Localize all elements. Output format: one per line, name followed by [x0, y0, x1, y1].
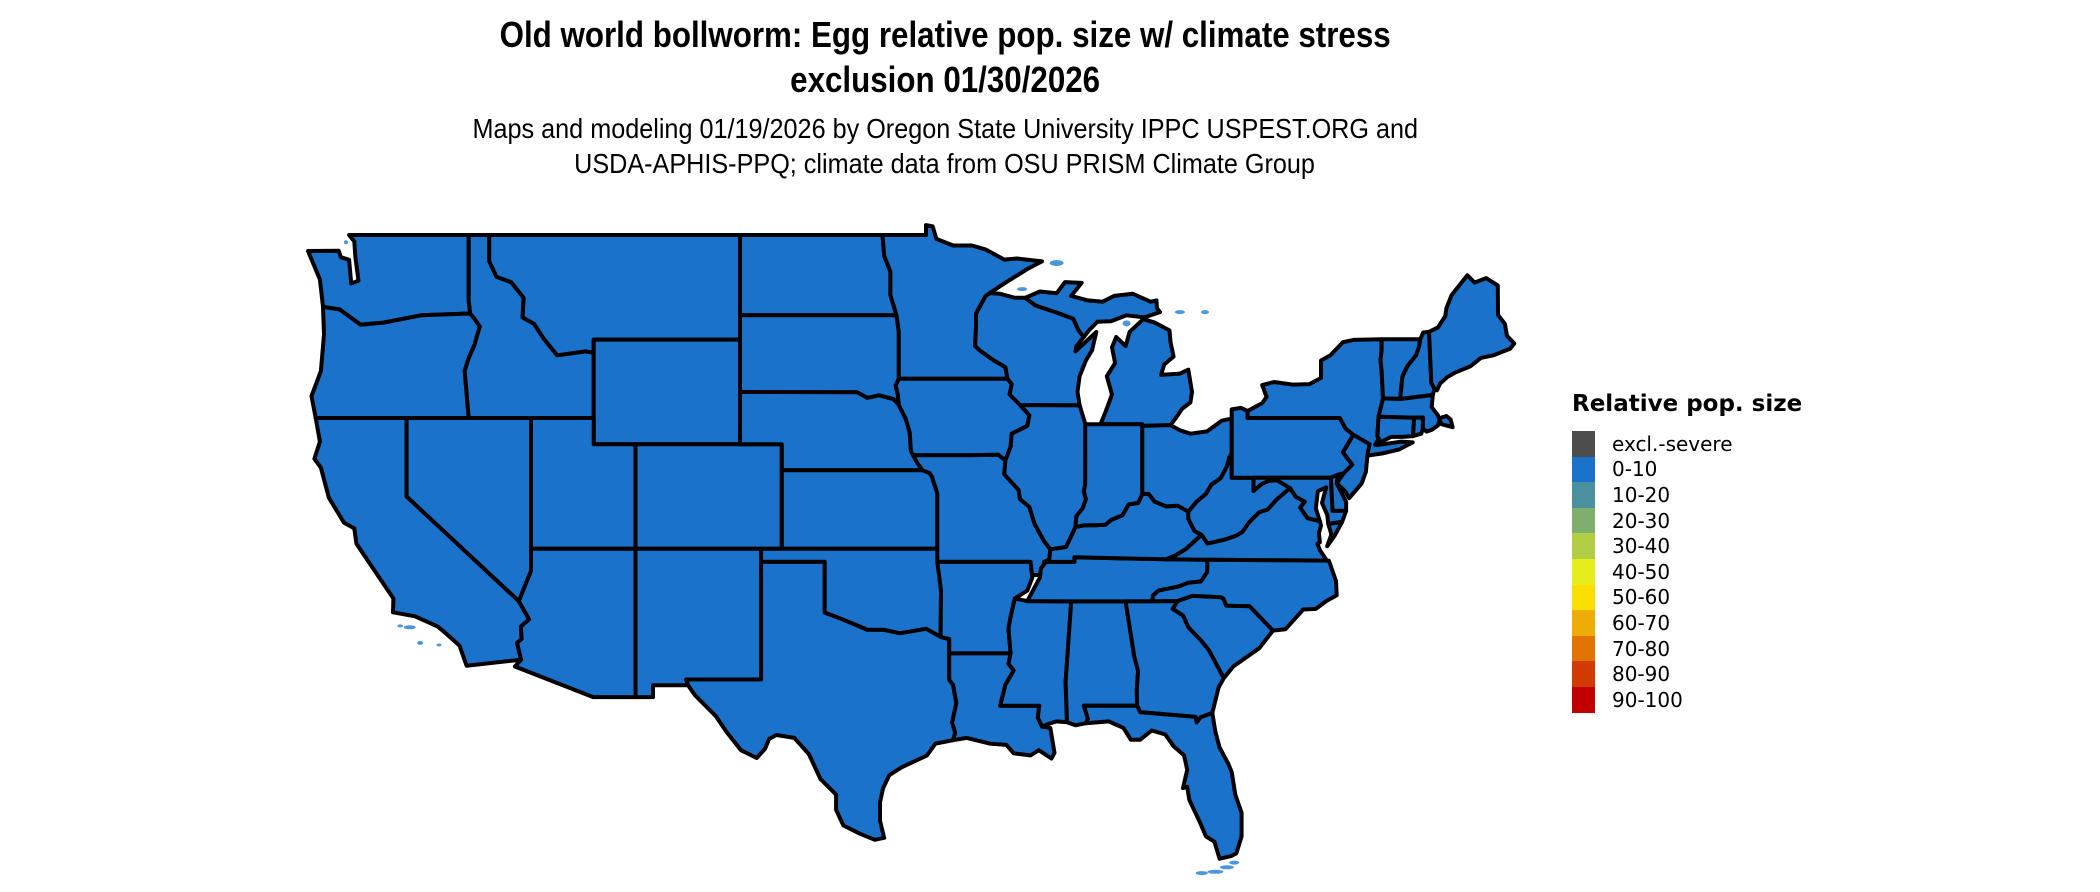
state-ks — [779, 468, 940, 551]
legend-swatch-80-90 — [1572, 661, 1595, 687]
state-co — [633, 442, 784, 551]
water-island-mark — [1017, 287, 1028, 292]
legend-label: 40-50 — [1612, 559, 1671, 584]
state-nm — [633, 546, 764, 700]
state-md — [1251, 475, 1349, 526]
state-or — [309, 304, 482, 420]
legend-label: 20-30 — [1612, 508, 1671, 533]
legend-item-30-40: 30-40 — [1572, 533, 1802, 559]
state-ct — [1373, 414, 1416, 447]
legend-label: 70-80 — [1612, 636, 1671, 661]
legend-label: 90-100 — [1612, 687, 1683, 712]
map-subtitle-line1: Maps and modeling 01/19/2026 by Oregon S… — [472, 113, 1418, 144]
state-nj — [1334, 432, 1372, 501]
state-va — [1163, 486, 1345, 563]
legend-label: excl.-severe — [1612, 431, 1733, 456]
state-ms — [998, 596, 1074, 729]
legend-item-excl.-severe: excl.-severe — [1572, 431, 1802, 457]
legend-swatch-60-70 — [1572, 610, 1595, 636]
legend-label: 10-20 — [1612, 482, 1671, 507]
legend-swatch-20-30 — [1572, 507, 1595, 534]
state-fl — [1081, 703, 1244, 861]
water-island-mark — [417, 640, 424, 645]
legend-swatch-0-10 — [1572, 456, 1595, 483]
water-island-mark — [436, 643, 442, 647]
map-states-layer — [306, 223, 1517, 861]
header: Old world bollworm: Egg relative pop. si… — [290, 12, 1600, 181]
water-island-mark — [1201, 310, 1209, 315]
water-island-mark — [1174, 310, 1185, 315]
map-subtitle-line2: USDA-APHIS-PPQ; climate data from OSU PR… — [574, 148, 1316, 179]
state-tx — [684, 559, 959, 842]
water-island-mark — [1049, 260, 1064, 266]
legend-item-20-30: 20-30 — [1572, 507, 1802, 534]
state-wy — [591, 337, 742, 447]
legend-swatch-40-50 — [1572, 558, 1595, 585]
water-island-mark — [1229, 860, 1240, 865]
legend-item-90-100: 90-100 — [1572, 686, 1802, 713]
legend-swatch-70-80 — [1572, 635, 1595, 662]
map-title-line2: exclusion 01/30/2026 — [790, 59, 1100, 100]
legend-swatch-50-60 — [1572, 584, 1595, 611]
legend-item-40-50: 40-50 — [1572, 558, 1802, 585]
state-nd — [738, 233, 899, 318]
legend-label: 60-70 — [1612, 610, 1671, 635]
state-in — [1073, 422, 1145, 530]
legend-rows: excl.-severe 0-10 10-20 20-30 30-40 40-50 50-6… — [1572, 431, 1802, 713]
legend-label: 80-90 — [1612, 662, 1671, 687]
water-island-mark — [397, 624, 404, 628]
legend-item-80-90: 80-90 — [1572, 661, 1802, 687]
legend-swatch-excl.-severe — [1572, 431, 1595, 457]
legend-swatch-10-20 — [1572, 482, 1595, 508]
water-island-mark — [1122, 320, 1131, 327]
state-ga — [1123, 599, 1226, 725]
legend-item-50-60: 50-60 — [1572, 584, 1802, 611]
legend-swatch-30-40 — [1572, 533, 1595, 559]
water-island-mark — [1219, 865, 1234, 870]
legend-label: 0-10 — [1612, 457, 1658, 482]
state-me — [1427, 273, 1517, 393]
legend-item-10-20: 10-20 — [1572, 482, 1802, 508]
water-island-mark — [1195, 871, 1208, 876]
legend-swatch-90-100 — [1572, 686, 1595, 713]
map-subtitle: Maps and modeling 01/19/2026 by Oregon S… — [290, 111, 1600, 181]
legend-label: 30-40 — [1612, 534, 1671, 559]
state-mi — [1023, 280, 1194, 428]
legend-item-70-80: 70-80 — [1572, 635, 1802, 662]
state-az — [512, 546, 638, 700]
legend-title: Relative pop. size — [1572, 391, 1803, 417]
legend-item-0-10: 0-10 — [1572, 456, 1802, 483]
legend: Relative pop. size excl.-severe 0-10 10-20… — [1572, 391, 1802, 713]
water-island-mark — [403, 625, 416, 630]
map-title-line1: Old world bollworm: Egg relative pop. si… — [499, 14, 1391, 55]
water-island-mark — [344, 240, 348, 245]
legend-label: 50-60 — [1612, 585, 1671, 610]
water-island-mark — [1207, 869, 1224, 874]
map-water-marks-layer — [344, 240, 1240, 876]
legend-item-60-70: 60-70 — [1572, 610, 1802, 636]
